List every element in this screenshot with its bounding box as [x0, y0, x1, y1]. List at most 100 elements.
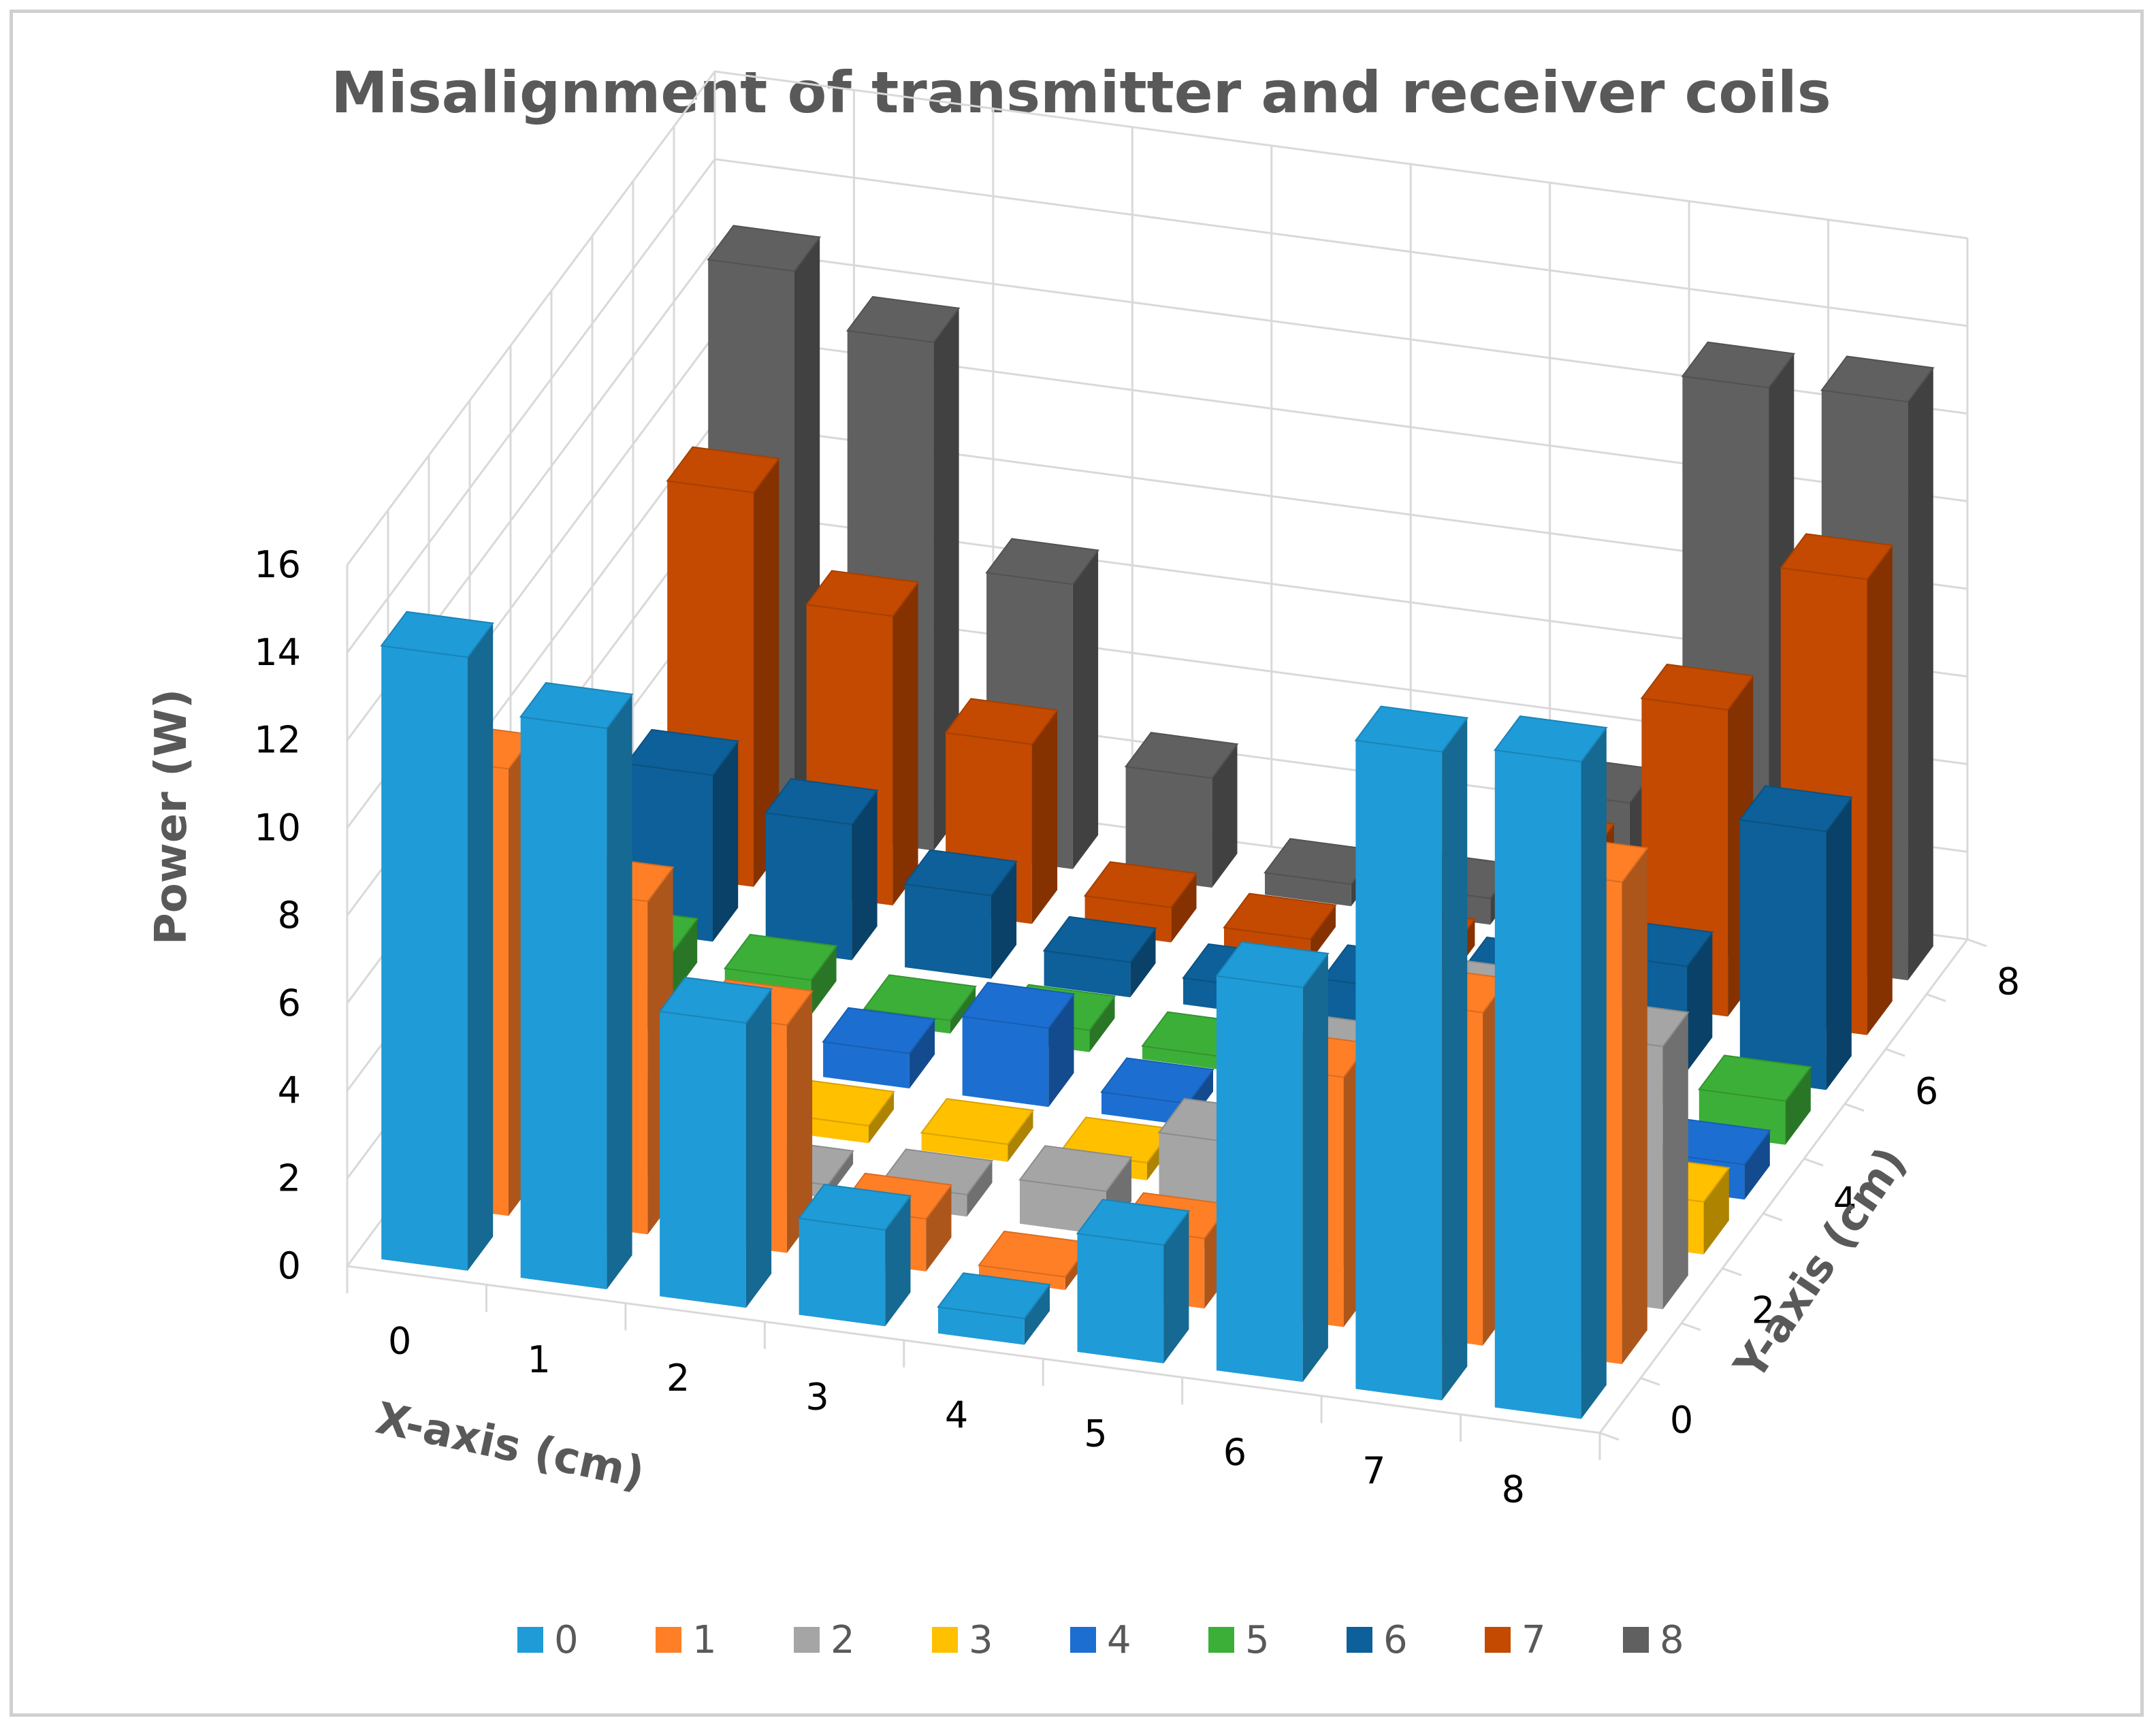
legend-swatch [1208, 1627, 1234, 1653]
x-tick-label: 8 [1502, 1468, 1525, 1510]
z-tick-label: 8 [278, 894, 301, 937]
bar-side-face [1622, 847, 1647, 1364]
bar-top-face [797, 1183, 912, 1231]
chart-title: Misalignment of transmitter and receiver… [331, 59, 1831, 126]
legend-item-7: 7 [1485, 1618, 1546, 1662]
bar-top-face [822, 1007, 936, 1054]
bar-top-face [920, 1098, 1035, 1146]
bar-top-face [380, 611, 495, 658]
bar-front-face [660, 1011, 746, 1308]
bar-top-face [985, 538, 1099, 585]
bar-front-face [765, 813, 852, 960]
bar-top-face [1779, 533, 1894, 581]
legend-label: 0 [554, 1618, 579, 1662]
bar-top-face [1640, 663, 1755, 711]
bar-8-3 [1124, 732, 1239, 888]
x-axis-ticks: 0 1 2 3 4 5 6 7 8 [388, 1320, 1525, 1511]
z-tick-label: 2 [278, 1157, 301, 1199]
y-axis-ticks: 0 2 4 6 8 [1670, 960, 2020, 1441]
x-tick-label: 3 [805, 1375, 828, 1418]
bar-top-face [1100, 1057, 1214, 1105]
bar-side-face [1048, 994, 1074, 1108]
bar-top-face [764, 778, 879, 826]
bar-front-face [823, 1041, 910, 1088]
legend-swatch [932, 1627, 958, 1653]
bar-side-face [852, 790, 878, 960]
y-tick-mark [1681, 1322, 1701, 1331]
chart-bars [380, 225, 1935, 1419]
bar-top-face [1076, 1199, 1191, 1246]
bar-top-face [1042, 916, 1157, 963]
bar-6-1 [764, 778, 879, 960]
x-tick-label: 0 [388, 1320, 411, 1363]
bar-front-face [905, 884, 991, 979]
bar-top-face [961, 982, 1076, 1029]
y-tick-mark [1926, 993, 1946, 1002]
bar-side-face [933, 308, 959, 851]
x-tick-label: 4 [945, 1394, 968, 1437]
bar-side-face [1662, 1012, 1688, 1310]
legend-label: 5 [1245, 1618, 1270, 1662]
bar-side-face [672, 918, 698, 997]
bar-top-face [707, 225, 822, 272]
bar-top-face [1124, 732, 1239, 779]
bar-side-face [468, 623, 494, 1271]
bar-front-face [1355, 740, 1443, 1401]
legend-label: 3 [969, 1618, 993, 1662]
legend-swatch [794, 1627, 820, 1653]
bar-top-face [519, 682, 634, 730]
bar-front-face [1077, 1233, 1164, 1363]
bar-top-face [1820, 355, 1935, 403]
bar-top-face [1083, 861, 1198, 909]
legend-item-8: 8 [1623, 1618, 1684, 1662]
bar-side-face [892, 582, 918, 906]
y-tick-label: 8 [1997, 960, 2020, 1003]
bar-side-face [754, 458, 779, 887]
bar-4-2 [822, 1007, 936, 1088]
bar-front-face [1101, 1092, 1188, 1126]
x-tick-label: 7 [1362, 1449, 1385, 1492]
legend-swatch [517, 1627, 543, 1653]
bar-top-face [863, 974, 977, 1022]
bar-top-face [1223, 892, 1337, 940]
legend-swatch [1485, 1627, 1511, 1653]
bar-6-3 [1042, 916, 1157, 998]
bar-front-face [1142, 1046, 1229, 1071]
bar-side-face [950, 986, 976, 1034]
bar-side-face [1031, 710, 1058, 924]
bar-top-face [1738, 785, 1853, 833]
y-tick-mark [1967, 938, 1987, 948]
bar-front-face [962, 1016, 1049, 1108]
bar-side-face [1024, 1284, 1050, 1345]
bar-side-face [885, 1195, 911, 1327]
bar-side-face [926, 1184, 952, 1272]
bar-side-face [1171, 873, 1197, 943]
bar-side-face [1302, 953, 1328, 1383]
y-axis-line [1598, 939, 1969, 1434]
bar-0-6 [1215, 941, 1330, 1383]
bar-0-7 [1354, 705, 1469, 1401]
legend-label: 2 [831, 1618, 855, 1662]
legend-item-6: 6 [1347, 1618, 1408, 1662]
z-tick-label: 14 [254, 631, 301, 674]
bar-top-face [944, 698, 1059, 745]
bar-0-4 [937, 1272, 1051, 1345]
y-tick-mark [1763, 1212, 1783, 1222]
legend-item-4: 4 [1070, 1618, 1131, 1662]
bar-side-face [1826, 797, 1852, 1090]
bar-side-face [1581, 728, 1607, 1419]
bar-front-face [1265, 873, 1351, 907]
bar-top-face [1354, 705, 1469, 753]
bar-0-0 [380, 611, 495, 1271]
bar-top-face [723, 933, 838, 981]
z-tick-label: 4 [278, 1069, 301, 1112]
legend-item-0: 0 [517, 1618, 579, 1662]
bar-top-face [1697, 1054, 1812, 1102]
z-tick-label: 12 [254, 719, 301, 762]
bar-top-face [1215, 941, 1330, 988]
bar-front-face [1044, 950, 1131, 998]
bar-front-face [1020, 1180, 1106, 1235]
bar-side-face [1008, 1110, 1033, 1162]
y-tick-mark [1844, 1103, 1865, 1112]
bar-side-face [713, 741, 739, 942]
